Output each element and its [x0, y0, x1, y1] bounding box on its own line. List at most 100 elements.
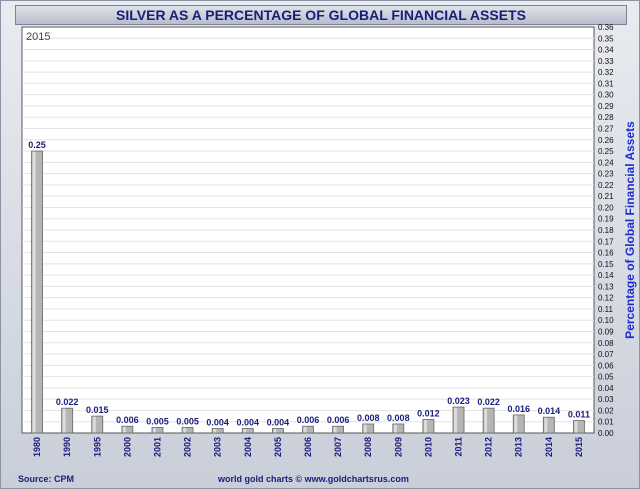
y-tick-label: 0.10: [598, 316, 614, 325]
x-tick-label-2008: 2008: [363, 437, 373, 457]
x-tick-label-2004: 2004: [243, 437, 253, 457]
x-tick-label-1995: 1995: [92, 437, 102, 457]
data-label-2005: 0.004: [267, 417, 290, 427]
x-tick-label-2011: 2011: [454, 437, 464, 457]
bar-highlight: [183, 427, 187, 433]
y-tick-label: 0.00: [598, 429, 614, 438]
bar-2012: [482, 407, 495, 434]
bar-highlight: [122, 426, 126, 433]
data-label-2013: 0.016: [507, 404, 530, 414]
label-layer: 0.00 0.01 0.02 0.03 0.04 0.05 0.06 0.07 0.08 0.09…: [28, 23, 614, 457]
y-tick-label: 0.09: [598, 328, 614, 337]
bar-2000: [121, 425, 134, 434]
data-label-2008: 0.008: [357, 413, 380, 423]
bar-2008: [362, 423, 375, 434]
x-tick-label-2010: 2010: [423, 437, 433, 457]
y-tick-label: 0.17: [598, 237, 614, 246]
bar-2001: [151, 426, 164, 434]
title-bar: SILVER AS A PERCENTAGE OF GLOBAL FINANCI…: [15, 5, 627, 25]
y-tick-label: 0.24: [598, 158, 614, 167]
x-tick-label-2000: 2000: [122, 437, 132, 457]
data-label-2015: 0.011: [568, 410, 590, 420]
data-label-2012: 0.022: [477, 397, 500, 407]
bar-highlight: [303, 426, 307, 433]
grid-layer: [22, 37, 594, 423]
x-tick-label-2009: 2009: [393, 437, 403, 457]
x-tick-label-2014: 2014: [544, 437, 554, 457]
data-label-2004: 0.004: [237, 417, 260, 427]
y-tick-label: 0.15: [598, 260, 614, 269]
bar-2004: [241, 428, 254, 434]
y-tick-label: 0.03: [598, 395, 614, 404]
bar-1980: [31, 150, 43, 434]
bar-2010: [422, 419, 435, 434]
y-tick-label: 0.27: [598, 125, 614, 134]
y-tick-label: 0.13: [598, 282, 614, 291]
y-tick-label: 0.22: [598, 181, 614, 190]
y-tick-label: 0.08: [598, 339, 614, 348]
data-label-1995: 0.015: [86, 405, 109, 415]
y-tick-label: 0.12: [598, 294, 614, 303]
bar-2011: [452, 406, 465, 434]
y-tick-label: 0.29: [598, 102, 614, 111]
bar-2006: [302, 425, 314, 434]
bar-highlight: [484, 408, 488, 433]
x-tick-label-1990: 1990: [62, 437, 72, 457]
y-tick-label: 0.25: [598, 147, 614, 156]
y-tick-label: 0.23: [598, 170, 614, 179]
y-tick-label: 0.19: [598, 215, 614, 224]
bar-2003: [211, 428, 224, 434]
bar-2014: [542, 416, 555, 434]
x-tick-label-2013: 2013: [514, 437, 524, 457]
data-label-2014: 0.014: [538, 406, 561, 416]
y-tick-label: 0.14: [598, 271, 614, 280]
data-label-2009: 0.008: [387, 413, 410, 423]
bar-highlight: [544, 417, 548, 433]
y-tick-label: 0.31: [598, 79, 614, 88]
bar-highlight: [243, 428, 247, 433]
y-tick-label: 0.34: [598, 46, 614, 55]
bar-highlight: [333, 426, 337, 433]
y-tick-label: 0.33: [598, 57, 614, 66]
y-tick-label: 0.30: [598, 91, 614, 100]
bar-highlight: [574, 421, 578, 433]
bar-layer: [31, 150, 585, 434]
x-tick-label-1980: 1980: [32, 437, 42, 457]
data-label-2010: 0.012: [417, 408, 440, 418]
x-tick-label-2007: 2007: [333, 437, 343, 457]
x-tick-label-2006: 2006: [303, 437, 313, 457]
bar-highlight: [32, 151, 36, 433]
y-tick-label: 0.36: [598, 23, 614, 32]
bar-1995: [91, 415, 104, 434]
bar-highlight: [213, 428, 217, 433]
bar-highlight: [363, 424, 367, 433]
y-tick-label: 0.20: [598, 203, 614, 212]
x-tick-label-2005: 2005: [273, 437, 283, 457]
y-tick-label: 0.35: [598, 34, 614, 43]
data-label-1980: 0.25: [28, 140, 46, 150]
y-tick-label: 0.16: [598, 249, 614, 258]
bar-2009: [392, 423, 405, 434]
bar-1990: [61, 407, 74, 434]
data-label-2001: 0.005: [146, 416, 169, 426]
x-tick-label-2002: 2002: [183, 437, 193, 457]
data-label-2006: 0.006: [297, 415, 320, 425]
bar-2015: [573, 420, 585, 434]
data-label-2007: 0.006: [327, 415, 350, 425]
corner-year-label: 2015: [26, 31, 50, 43]
source-note: Source: CPM: [18, 474, 75, 484]
credit-note: world gold charts © www.goldchartsrus.co…: [218, 474, 409, 484]
data-label-2000: 0.006: [116, 415, 139, 425]
y-tick-label: 0.28: [598, 113, 614, 122]
bar-highlight: [273, 428, 277, 433]
bar-highlight: [514, 415, 518, 433]
bar-2013: [512, 414, 525, 434]
chart-title: SILVER AS A PERCENTAGE OF GLOBAL FINANCI…: [116, 7, 526, 23]
bar-2002: [181, 426, 194, 434]
data-label-2002: 0.005: [176, 416, 199, 426]
bar-highlight: [152, 427, 156, 433]
y-tick-label: 0.32: [598, 68, 614, 77]
data-label-2003: 0.004: [206, 417, 229, 427]
y-tick-label: 0.02: [598, 406, 614, 415]
